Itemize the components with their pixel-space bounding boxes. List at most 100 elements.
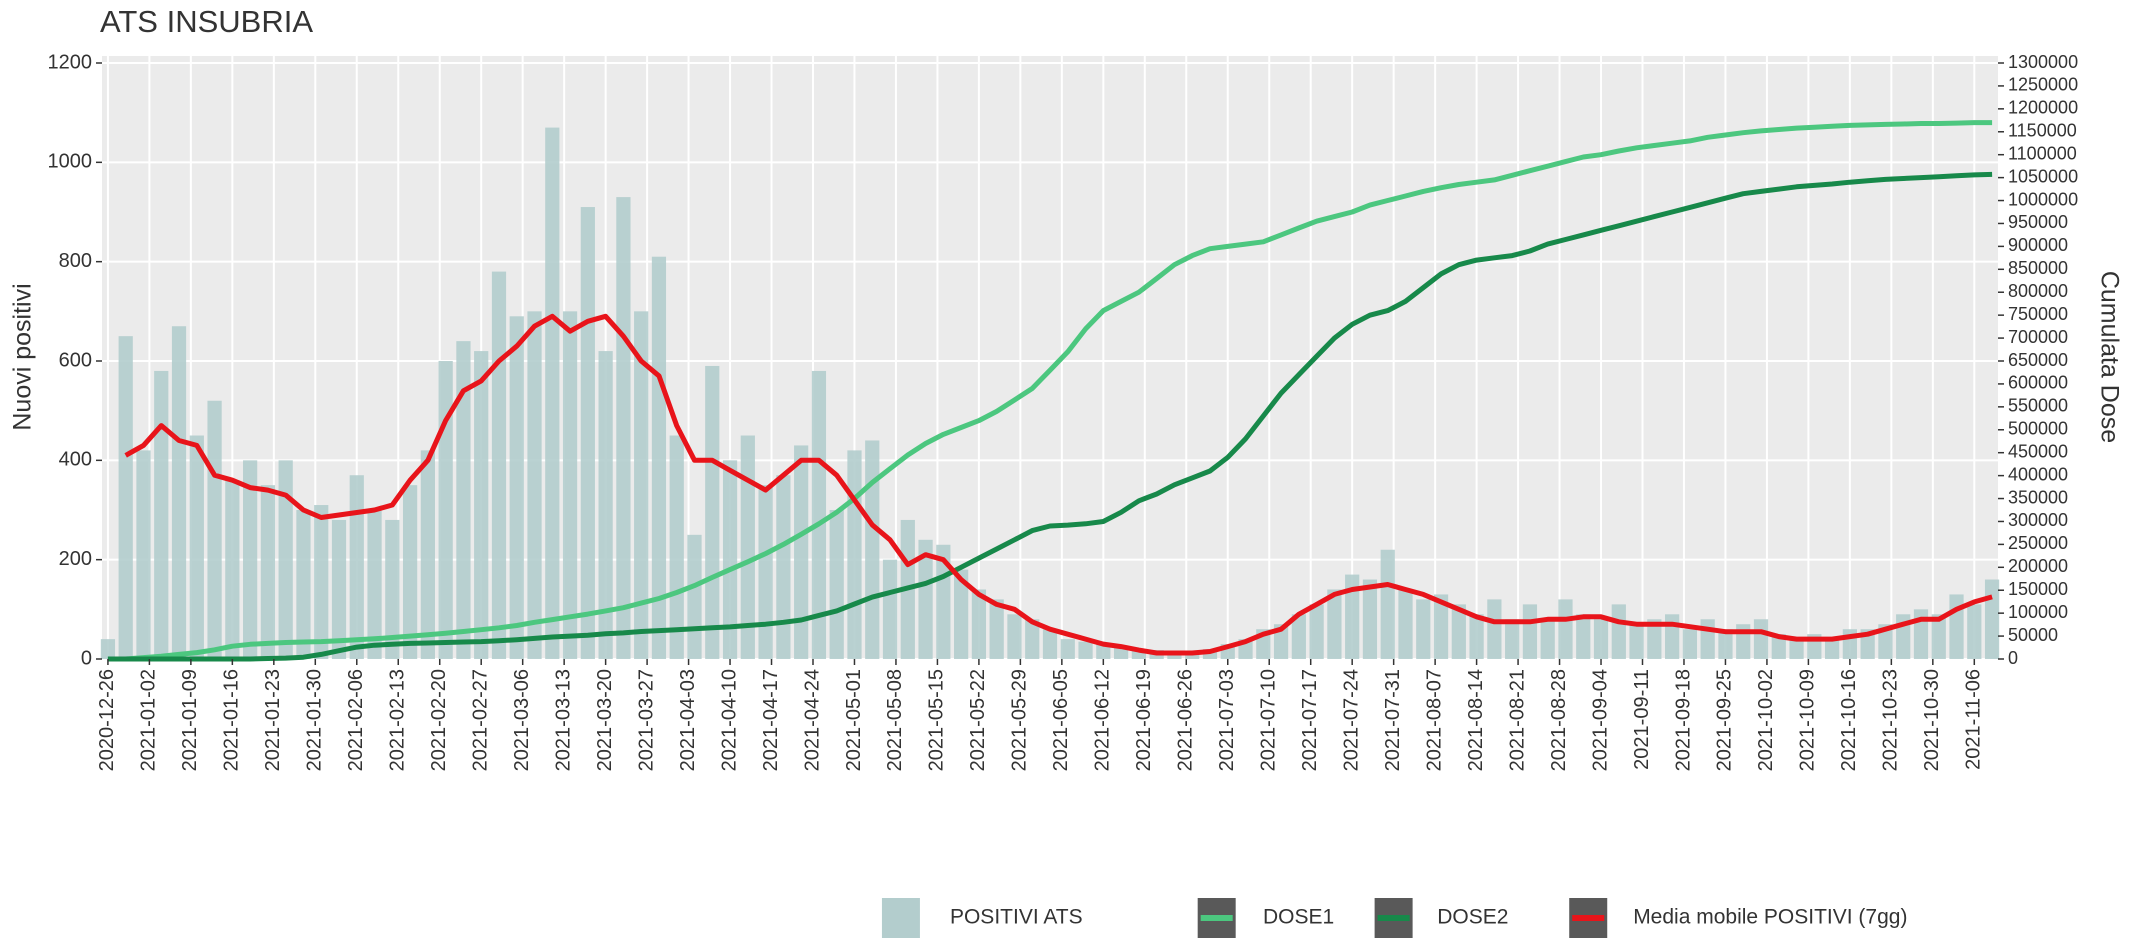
y2-tick-label: 800000: [2008, 281, 2068, 301]
x-tick-label: 2021-05-08: [884, 669, 906, 771]
bar: [1682, 629, 1698, 659]
series-line: [107, 171, 1993, 662]
axes: 0 200 400 600 800 1000 1200 0 50000 100000 150000 2…: [48, 51, 2079, 771]
bar: [1487, 599, 1502, 659]
bar: [971, 589, 987, 659]
y2-tick-label: 1000000: [2008, 189, 2078, 209]
bar: [1700, 619, 1715, 659]
x-tick-label: 2021-03-27: [635, 669, 657, 771]
bar: [1558, 599, 1573, 659]
bar: [491, 271, 507, 659]
bar: [1878, 624, 1893, 659]
legend-label: DOSE2: [1437, 906, 1508, 929]
bar: [616, 197, 631, 659]
bar: [865, 440, 880, 659]
bar: [1042, 629, 1058, 659]
y2-tick-label: 600000: [2008, 373, 2068, 393]
bar: [882, 559, 898, 659]
x-tick-label: 2021-06-26: [1175, 669, 1197, 771]
bar: [1540, 619, 1555, 659]
bar: [1931, 614, 1946, 659]
x-tick-label: 2021-04-10: [718, 669, 740, 771]
y2-tick-label: 750000: [2008, 304, 2068, 324]
bar: [1291, 614, 1306, 659]
bar: [456, 341, 471, 659]
y2-tick-label: 850000: [2008, 258, 2068, 278]
bar: [154, 370, 169, 659]
bar: [847, 450, 862, 659]
bar: [1007, 614, 1022, 659]
x-tick-label: 2021-08-14: [1465, 669, 1487, 771]
bar: [794, 445, 809, 659]
y2-tick-label: 450000: [2008, 441, 2068, 461]
y2-tick-label: 1200000: [2008, 98, 2078, 118]
bar: [740, 435, 755, 659]
bar: [562, 311, 578, 659]
bar: [1949, 594, 1964, 659]
bar: [989, 599, 1004, 659]
bar: [1131, 649, 1146, 659]
bar: [1060, 639, 1075, 659]
legend-label: Media mobile POSITIVI (7gg): [1633, 906, 1907, 929]
x-tick-label: 2021-01-16: [221, 669, 243, 771]
bar: [1398, 589, 1413, 659]
y2-tick-label: 1300000: [2008, 52, 2078, 72]
bar: [207, 400, 222, 659]
bar: [1665, 614, 1680, 659]
x-tick-label: 2021-02-06: [345, 669, 367, 771]
x-tick-label: 2021-08-07: [1423, 669, 1445, 771]
y2-tick-label: 300000: [2008, 510, 2068, 530]
series-line: [107, 120, 1993, 662]
y2-tick-label: 100000: [2008, 602, 2068, 622]
bar: [1771, 634, 1786, 659]
bar: [527, 311, 542, 659]
x-tick-label: 2021-07-31: [1382, 669, 1404, 771]
bar: [1629, 624, 1644, 659]
x-tick-label: 2021-08-28: [1548, 669, 1570, 771]
x-tick-label: 2020-12-26: [96, 669, 118, 771]
y2-tick-label: 1050000: [2008, 166, 2078, 186]
bar: [402, 485, 418, 659]
bar: [1522, 604, 1538, 659]
bar: [1824, 639, 1840, 659]
x-tick-label: 2021-03-20: [594, 669, 616, 771]
bar: [260, 485, 276, 659]
x-tick-label: 2021-02-13: [387, 669, 409, 771]
x-tick-label: 2021-05-01: [843, 669, 865, 771]
x-tick-label: 2021-01-30: [304, 669, 326, 771]
y-tick-label: 400: [59, 449, 92, 471]
bar: [1416, 599, 1431, 659]
x-tick-label: 2021-07-17: [1299, 669, 1321, 771]
x-tick-label: 2021-06-05: [1050, 669, 1072, 771]
x-tick-label: 2021-05-22: [967, 669, 989, 771]
bar: [1913, 609, 1929, 659]
legend-label: POSITIVI ATS: [950, 906, 1083, 929]
bar: [171, 326, 187, 659]
y2-tick-label: 1100000: [2008, 143, 2077, 163]
bar: [705, 365, 720, 659]
bars: [100, 127, 2000, 660]
bar: [438, 361, 453, 659]
x-tick-label: 2021-10-16: [1838, 669, 1860, 771]
x-tick-label: 2021-01-02: [138, 669, 160, 771]
y-tick-label: 0: [81, 647, 92, 669]
bar: [669, 435, 684, 659]
x-tick-label: 2021-07-24: [1340, 669, 1362, 771]
bar: [509, 316, 524, 659]
bar: [651, 256, 667, 659]
bar: [1718, 629, 1733, 659]
lines: [107, 120, 1993, 662]
chart-title: ATS INSUBRIA: [100, 4, 313, 39]
x-tick-label: 2021-04-17: [760, 669, 782, 771]
x-tick-label: 2021-07-03: [1216, 669, 1238, 771]
x-tick-label: 2021-09-11: [1631, 669, 1653, 770]
legend-key: [881, 898, 920, 938]
x-tick-label: 2021-08-21: [1506, 669, 1528, 771]
y2-axis-title: Cumulata Dose: [2095, 271, 2123, 443]
x-tick-label: 2021-03-13: [552, 669, 574, 771]
bar: [687, 534, 702, 659]
bar: [296, 510, 311, 659]
x-tick-label: 2021-09-18: [1672, 669, 1694, 771]
y2-tick-label: 50000: [2008, 625, 2058, 645]
